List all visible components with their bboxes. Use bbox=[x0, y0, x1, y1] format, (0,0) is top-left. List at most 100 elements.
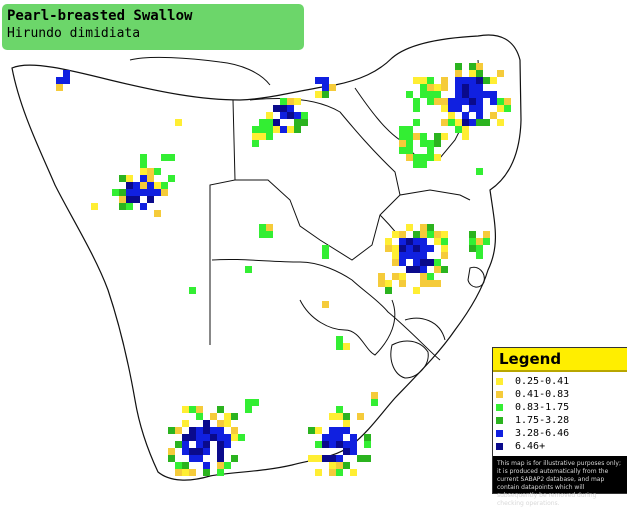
distribution-cell bbox=[434, 280, 441, 287]
distribution-cell bbox=[483, 238, 490, 245]
legend-swatch bbox=[496, 391, 503, 398]
distribution-cell bbox=[224, 434, 231, 441]
distribution-cell bbox=[217, 406, 224, 413]
legend-item: 6.46+ bbox=[493, 440, 627, 453]
distribution-cell bbox=[182, 420, 189, 427]
distribution-cell bbox=[238, 434, 245, 441]
distribution-cell bbox=[378, 273, 385, 280]
distribution-cell bbox=[175, 441, 182, 448]
distribution-cell bbox=[217, 462, 224, 469]
distribution-cell bbox=[252, 133, 259, 140]
distribution-cell bbox=[343, 448, 350, 455]
lesotho-border bbox=[390, 340, 429, 379]
distribution-cell bbox=[245, 266, 252, 273]
distribution-cell bbox=[189, 427, 196, 434]
distribution-cell bbox=[189, 406, 196, 413]
distribution-cell bbox=[462, 133, 469, 140]
distribution-cell bbox=[462, 126, 469, 133]
distribution-cell bbox=[196, 448, 203, 455]
distribution-cell bbox=[469, 238, 476, 245]
distribution-cell bbox=[336, 343, 343, 350]
distribution-cell bbox=[147, 168, 154, 175]
distribution-cell bbox=[399, 133, 406, 140]
distribution-cell bbox=[406, 252, 413, 259]
distribution-cell bbox=[259, 224, 266, 231]
distribution-cell bbox=[483, 77, 490, 84]
distribution-cell bbox=[217, 448, 224, 455]
distribution-cell bbox=[280, 105, 287, 112]
distribution-cell bbox=[182, 434, 189, 441]
distribution-cell bbox=[357, 413, 364, 420]
distribution-cell bbox=[315, 91, 322, 98]
distribution-cell bbox=[462, 98, 469, 105]
distribution-cell bbox=[441, 119, 448, 126]
distribution-cell bbox=[196, 441, 203, 448]
distribution-cell bbox=[133, 196, 140, 203]
distribution-cell bbox=[469, 119, 476, 126]
distribution-cell bbox=[287, 126, 294, 133]
distribution-cell bbox=[427, 280, 434, 287]
distribution-cell bbox=[406, 147, 413, 154]
distribution-cell bbox=[427, 259, 434, 266]
distribution-cell bbox=[476, 119, 483, 126]
distribution-cell bbox=[434, 140, 441, 147]
distribution-cell bbox=[322, 441, 329, 448]
distribution-cell bbox=[259, 231, 266, 238]
common-name: Pearl-breasted Swallow bbox=[7, 8, 193, 24]
distribution-cell bbox=[322, 301, 329, 308]
distribution-cell bbox=[322, 77, 329, 84]
distribution-cell bbox=[385, 280, 392, 287]
distribution-cell bbox=[189, 448, 196, 455]
distribution-cell bbox=[56, 84, 63, 91]
distribution-cell bbox=[469, 63, 476, 70]
distribution-cell bbox=[343, 462, 350, 469]
distribution-cell bbox=[476, 105, 483, 112]
distribution-cell bbox=[217, 420, 224, 427]
distribution-cell bbox=[441, 238, 448, 245]
distribution-cell bbox=[399, 280, 406, 287]
distribution-cell bbox=[182, 469, 189, 476]
distribution-cell bbox=[441, 77, 448, 84]
distribution-cell bbox=[231, 413, 238, 420]
distribution-cell bbox=[371, 392, 378, 399]
distribution-cell bbox=[476, 238, 483, 245]
distribution-cell bbox=[497, 119, 504, 126]
distribution-cell bbox=[224, 413, 231, 420]
distribution-cell bbox=[441, 266, 448, 273]
distribution-cell bbox=[301, 112, 308, 119]
distribution-cell bbox=[266, 119, 273, 126]
distribution-cell bbox=[420, 238, 427, 245]
distribution-cell bbox=[483, 231, 490, 238]
distribution-cell bbox=[350, 448, 357, 455]
distribution-cell bbox=[343, 413, 350, 420]
distribution-cell bbox=[126, 203, 133, 210]
distribution-cell bbox=[322, 245, 329, 252]
distribution-cell bbox=[469, 70, 476, 77]
distribution-cell bbox=[462, 112, 469, 119]
distribution-cell bbox=[427, 77, 434, 84]
distribution-cell bbox=[406, 224, 413, 231]
distribution-cell bbox=[168, 175, 175, 182]
legend-swatch bbox=[496, 430, 503, 437]
distribution-cell bbox=[63, 70, 70, 77]
distribution-cell bbox=[413, 105, 420, 112]
distribution-cell bbox=[420, 280, 427, 287]
distribution-cell bbox=[147, 189, 154, 196]
distribution-cell bbox=[126, 175, 133, 182]
distribution-cell bbox=[420, 133, 427, 140]
distribution-cell bbox=[119, 196, 126, 203]
distribution-cell bbox=[196, 413, 203, 420]
distribution-cell bbox=[434, 231, 441, 238]
distribution-cell bbox=[350, 441, 357, 448]
distribution-cell bbox=[336, 427, 343, 434]
species-title-box: Pearl-breasted Swallow Hirundo dimidiata bbox=[2, 4, 304, 50]
distribution-cell bbox=[210, 413, 217, 420]
legend-heading: Legend bbox=[493, 348, 627, 372]
distribution-cell bbox=[406, 238, 413, 245]
distribution-cell bbox=[336, 462, 343, 469]
distribution-cell bbox=[476, 91, 483, 98]
distribution-cell bbox=[469, 245, 476, 252]
distribution-cell bbox=[434, 259, 441, 266]
distribution-cell bbox=[287, 112, 294, 119]
distribution-cell bbox=[273, 105, 280, 112]
